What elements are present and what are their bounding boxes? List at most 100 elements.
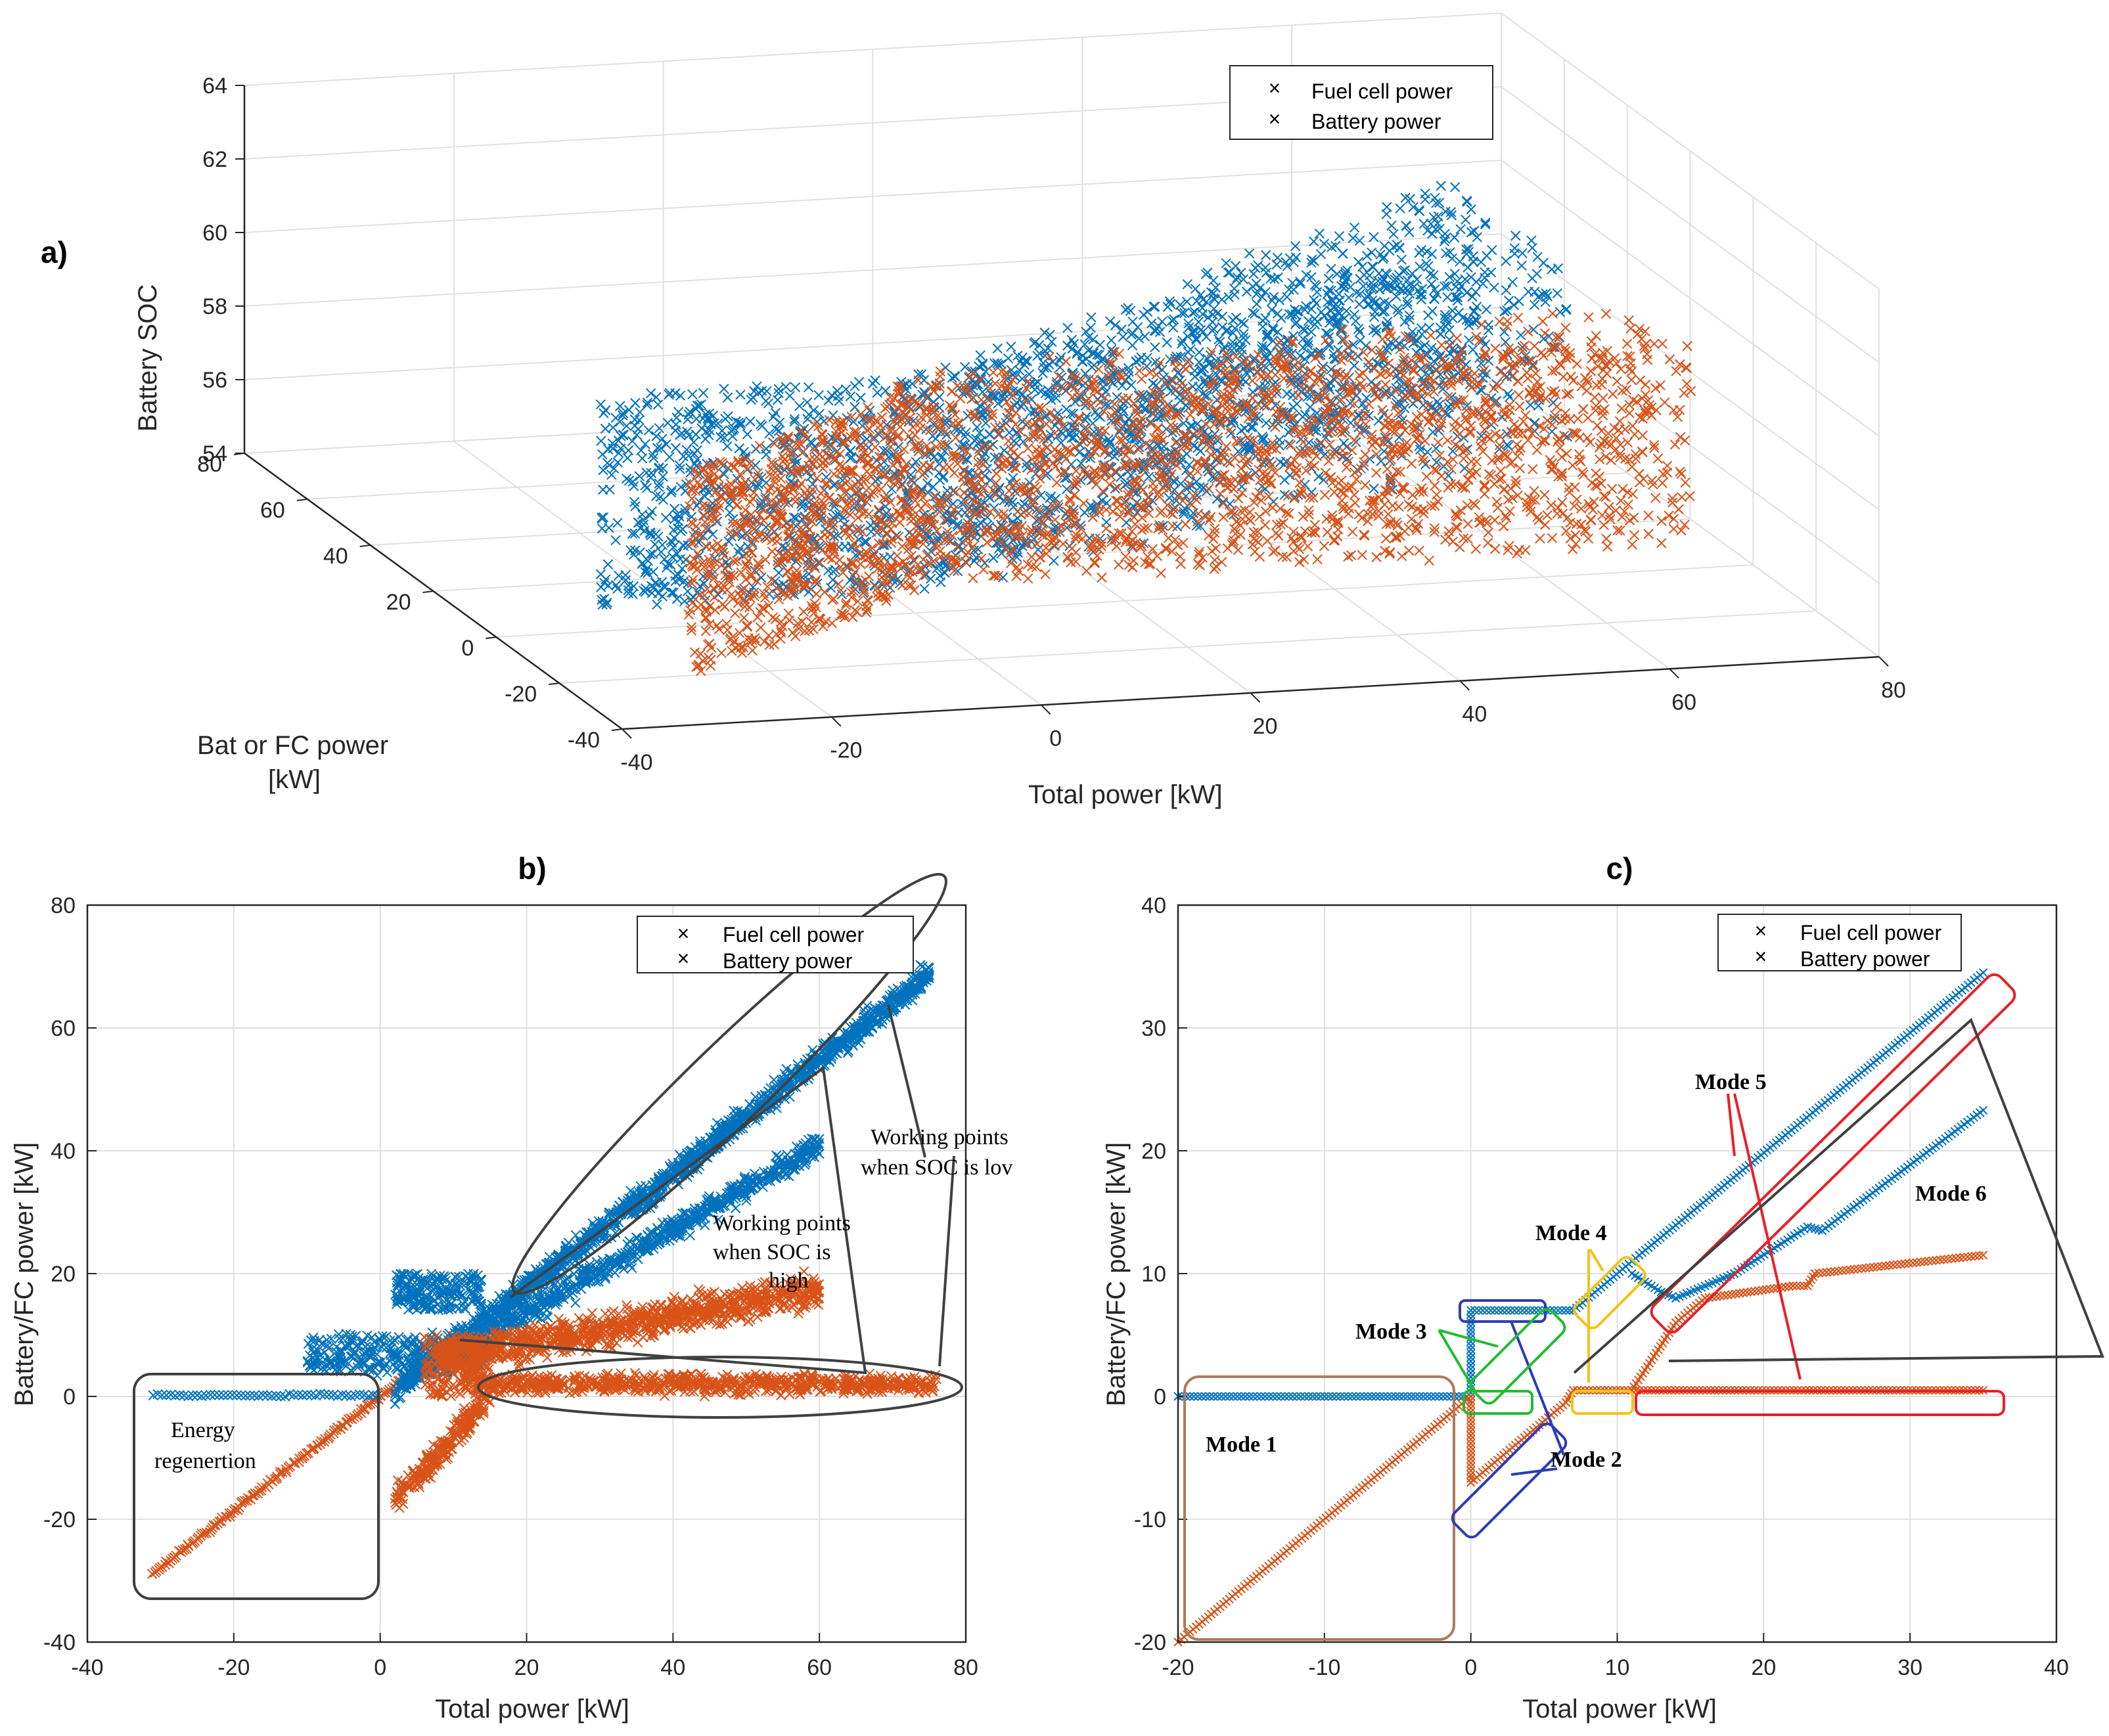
bat-point (1657, 478, 1667, 489)
fc-point (980, 558, 990, 568)
fc-point (1469, 225, 1480, 236)
bat-point (1097, 572, 1107, 583)
fc-point (1267, 336, 1279, 346)
bat-point (1503, 411, 1514, 422)
fc-point (784, 390, 795, 401)
fc-point (874, 506, 884, 516)
bat-point (1218, 498, 1229, 509)
fc-point (814, 409, 825, 419)
bat-point (1347, 445, 1357, 456)
bat-point (1010, 463, 1022, 474)
fc-point (1334, 296, 1344, 306)
fc-point (925, 573, 936, 584)
fc-point (1201, 296, 1212, 307)
bat-point (1652, 453, 1664, 464)
bat-point (1512, 548, 1522, 559)
bat-point (1312, 554, 1323, 565)
gridline-side (1501, 160, 1880, 437)
fc-point (1221, 257, 1231, 269)
fc-point (1230, 261, 1241, 271)
bat-point (1185, 409, 1196, 420)
bat-point (1546, 500, 1556, 510)
fc-point (957, 499, 968, 509)
fc-point (625, 545, 636, 556)
bat-point (1053, 370, 1064, 382)
fc-point (742, 429, 753, 439)
bat-point (1679, 388, 1689, 399)
fc-point (1223, 292, 1234, 303)
fc-point (1236, 267, 1246, 278)
fc-point (1549, 342, 1560, 353)
fc-point (1478, 278, 1488, 289)
fc-point (771, 424, 782, 435)
fc-point (1323, 285, 1334, 296)
fc-point (1157, 316, 1168, 327)
fc-point (637, 453, 648, 464)
bat-point (1586, 336, 1597, 347)
bat-point (982, 537, 992, 548)
fc-point (1133, 355, 1145, 365)
bat-point (1236, 463, 1246, 474)
fc-point (1239, 423, 1250, 434)
bat-point (1167, 521, 1178, 531)
fc-point (1300, 409, 1310, 420)
bat-point (1532, 512, 1543, 522)
fc-point (1187, 381, 1198, 392)
bat-point (1271, 527, 1282, 539)
fc-point (1265, 273, 1276, 284)
fc-point (694, 400, 704, 411)
fc-point (1404, 227, 1415, 238)
fc-point (836, 437, 847, 448)
fc-point (1238, 274, 1249, 284)
fc-point (1137, 389, 1148, 401)
fc-point (1426, 342, 1437, 353)
bat-point (1371, 468, 1382, 478)
fc-point (1367, 261, 1378, 272)
fc-point (698, 490, 710, 501)
fc-point (1353, 257, 1364, 267)
bat-point (759, 636, 770, 647)
fc-point (658, 463, 668, 474)
fc-point (1526, 235, 1537, 246)
bat-point (1530, 368, 1541, 379)
bat-point (1384, 548, 1395, 559)
fc-point (1414, 206, 1425, 217)
bat-point (1560, 323, 1571, 333)
bat-point (740, 574, 751, 585)
fc-point (1355, 288, 1365, 300)
bat-point (1098, 486, 1108, 497)
fc-point (1094, 349, 1104, 361)
bat-point (687, 598, 698, 608)
fc-point (1481, 304, 1491, 315)
fc-point (830, 435, 841, 445)
fc-point (823, 395, 834, 406)
bat-point (1089, 447, 1100, 457)
bat-point (951, 432, 961, 443)
fc-point (1017, 373, 1028, 384)
fc-point (1527, 273, 1537, 284)
bat-point (1455, 420, 1466, 431)
bat-point (1237, 487, 1248, 499)
fc-point (1314, 228, 1325, 239)
fc-point (1412, 274, 1422, 284)
bat-point (710, 605, 721, 615)
bat-point (1547, 533, 1558, 543)
fc-point (1428, 270, 1439, 280)
fc-point (1335, 324, 1346, 334)
fc-point (1227, 345, 1237, 356)
bat-point (817, 458, 828, 468)
gridline-side (1501, 86, 1880, 363)
fc-point (694, 469, 706, 479)
fc-point (1509, 243, 1520, 254)
fc-point (1099, 382, 1109, 392)
fc-point (1355, 336, 1366, 346)
bat-point (736, 567, 746, 578)
fc-point (855, 392, 866, 403)
fc-point (1150, 342, 1160, 353)
fc-point (685, 594, 696, 605)
bat-point (1483, 537, 1493, 548)
bat-point (1346, 550, 1357, 561)
bat-point (1626, 374, 1637, 386)
fc-point (642, 397, 653, 408)
bat-point (1110, 495, 1122, 506)
